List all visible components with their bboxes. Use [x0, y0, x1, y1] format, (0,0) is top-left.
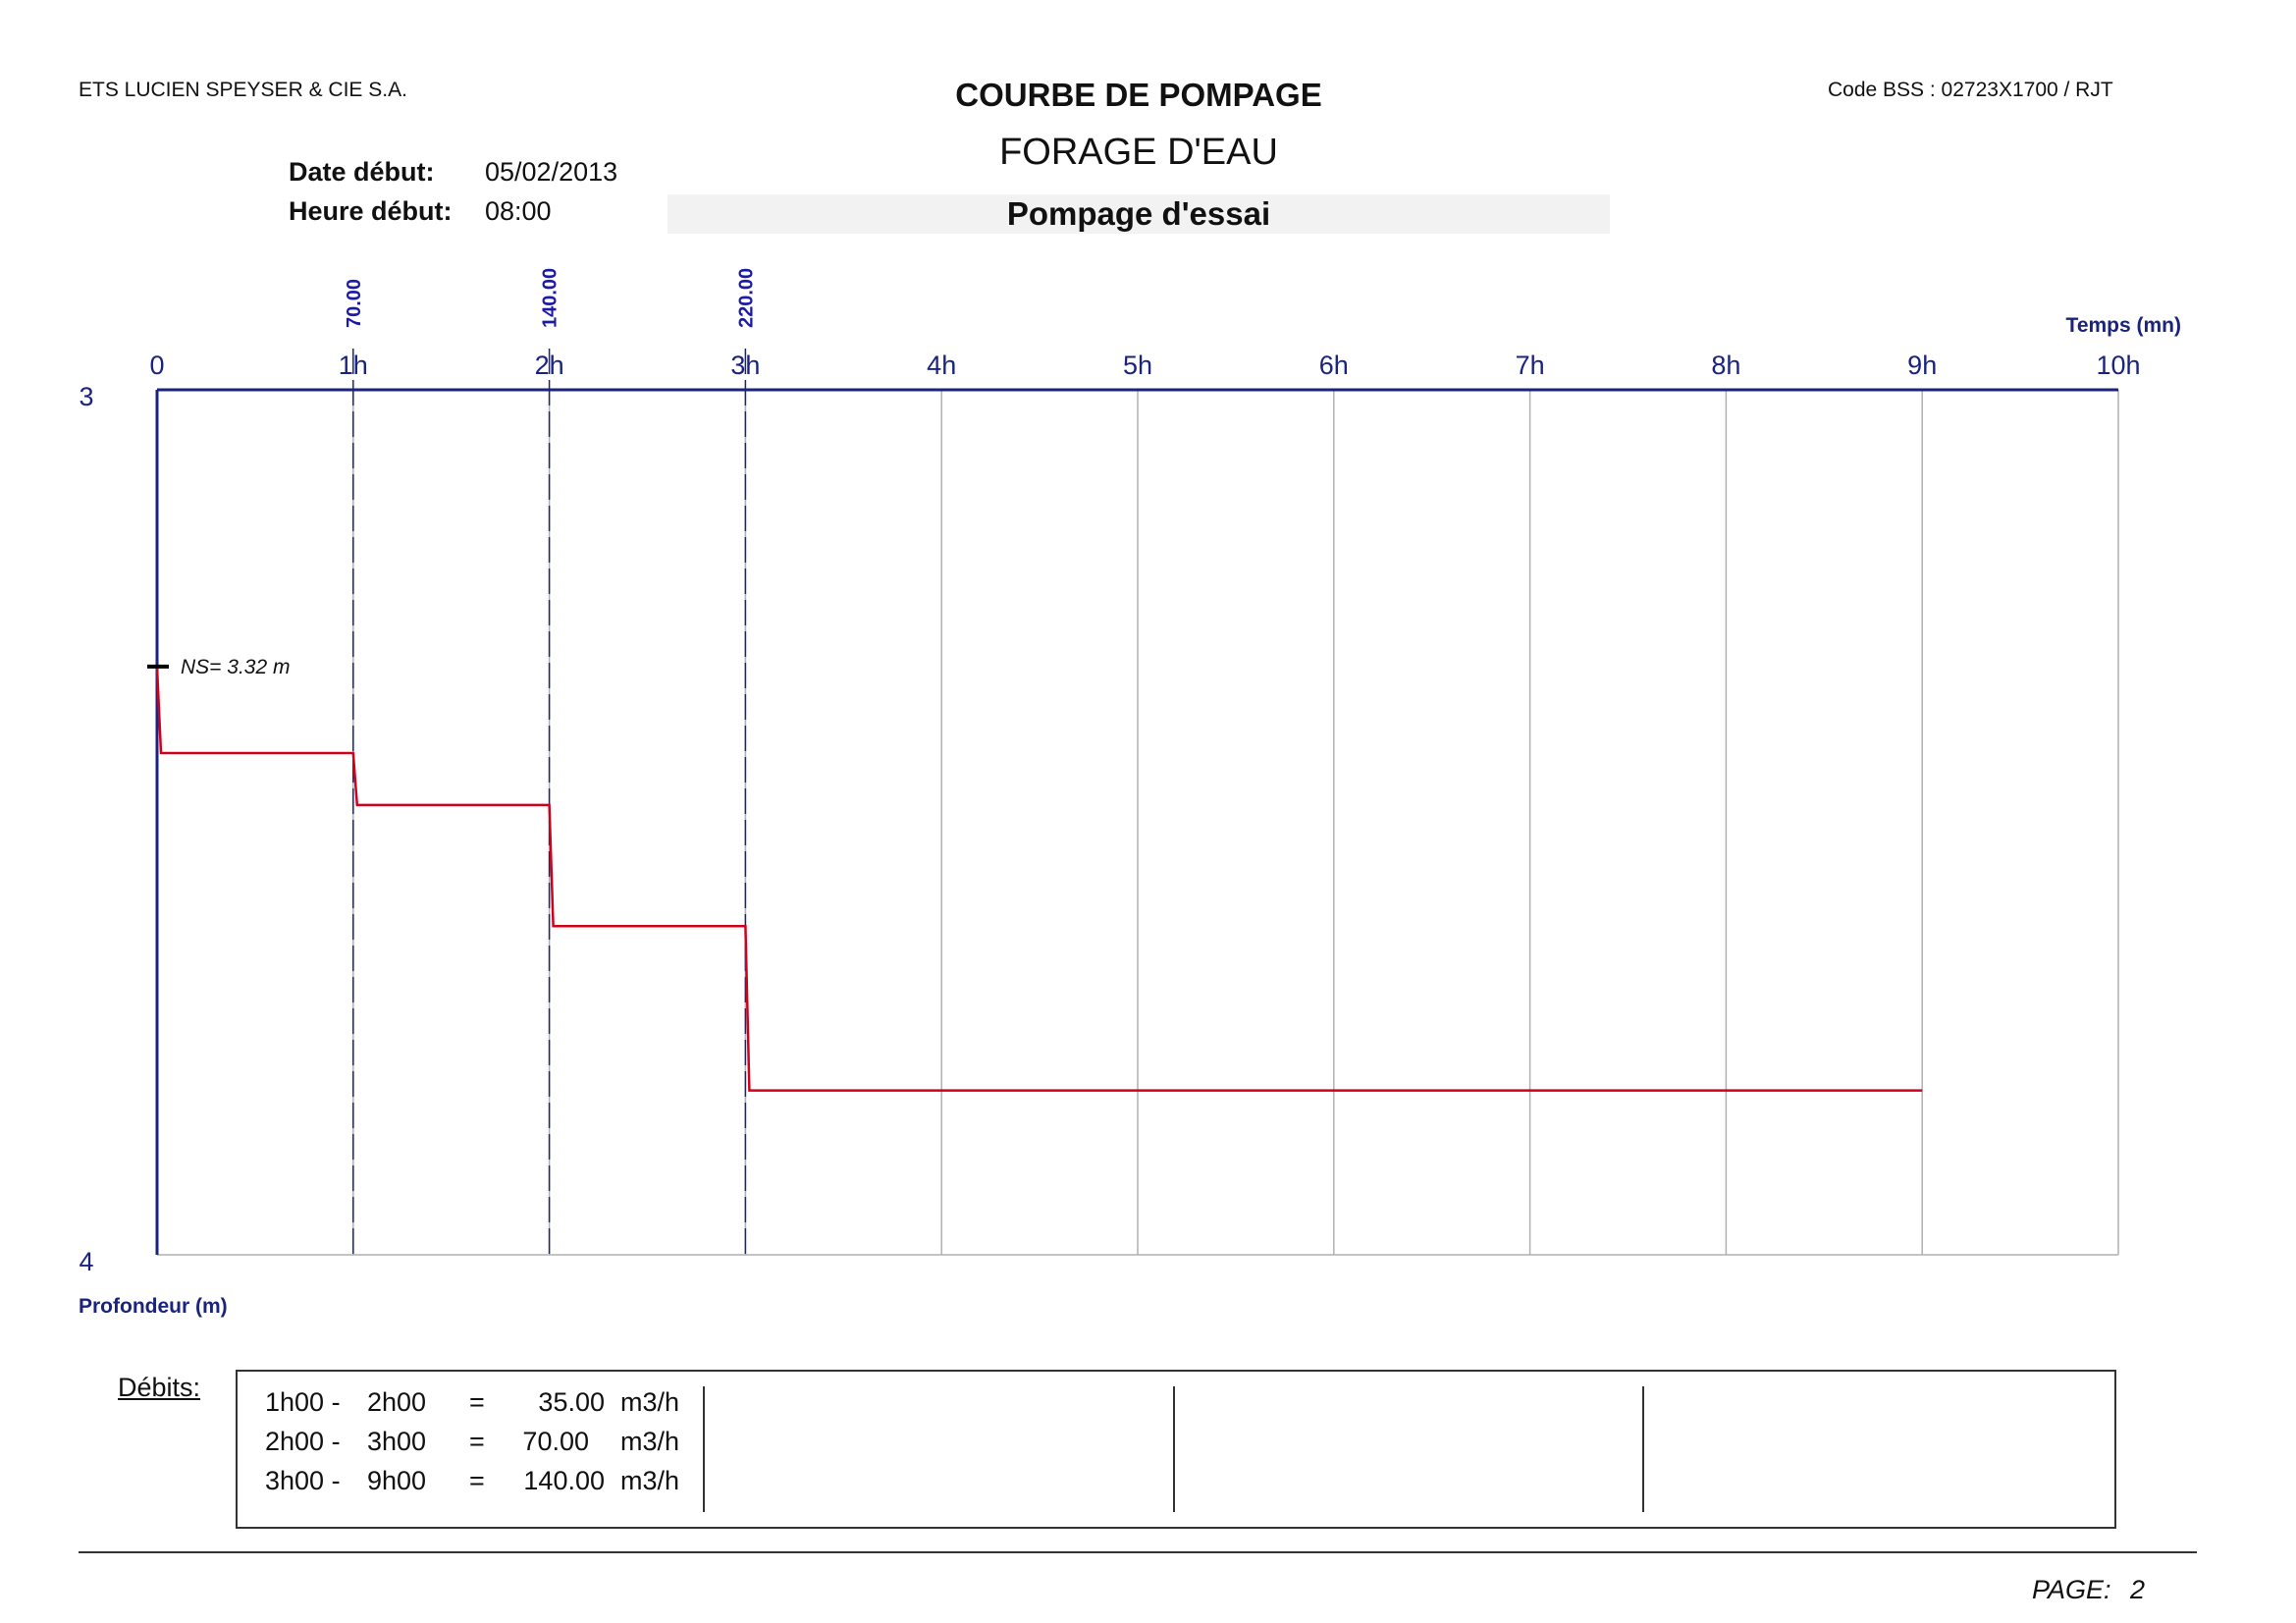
step-marker-label: 220.00	[735, 268, 757, 328]
page-subtitle: FORAGE D'EAU	[999, 132, 1278, 173]
debit-row-eq: =	[469, 1466, 485, 1495]
debit-row-value: 140.00	[523, 1466, 605, 1495]
x-tick-label: 5h	[1123, 351, 1152, 380]
debit-row-from: 1h00 -	[265, 1387, 341, 1417]
y-tick-label: 3	[79, 382, 93, 411]
debit-row-unit: m3/h	[620, 1466, 680, 1495]
debit-row-to: 3h00	[367, 1427, 427, 1456]
pumping-chart: 70.00 140.00 220.00 0 1h 2h 3h 4h 5h 6h 7h 8h 9h 10h…	[79, 268, 2181, 1318]
x-tick-label: 1h	[339, 351, 368, 380]
debits-separator	[703, 1386, 705, 1512]
debit-row-to: 2h00	[367, 1387, 427, 1417]
x-tick-label: 8h	[1711, 351, 1740, 380]
x-tick-label: 7h	[1516, 351, 1545, 380]
debits-separator	[1642, 1386, 1644, 1512]
debit-row-unit: m3/h	[620, 1427, 680, 1456]
debit-row-from: 3h00 -	[265, 1466, 341, 1495]
debit-row-eq: =	[469, 1427, 485, 1456]
grid-lines	[157, 390, 2119, 1256]
footer-rule	[79, 1551, 2197, 1553]
step-marker-label: 70.00	[344, 279, 365, 328]
debit-row-unit: m3/h	[620, 1387, 680, 1417]
x-tick-label: 9h	[1907, 351, 1937, 380]
date-value: 05/02/2013	[485, 157, 618, 187]
date-label: Date début:	[289, 157, 435, 187]
x-tick-label: 10h	[2096, 351, 2140, 380]
x-tick-label: 3h	[730, 351, 760, 380]
x-tick-label: 0	[149, 351, 164, 380]
time-value: 08:00	[485, 196, 552, 226]
chart-labels: 0 1h 2h 3h 4h 5h 6h 7h 8h 9h 10h 3 4 Temps (mn) Profon…	[79, 314, 2181, 1318]
ns-label: NS= 3.32 m	[181, 656, 290, 678]
debit-row-value: 35.00	[538, 1387, 605, 1417]
step-markers: 70.00 140.00 220.00	[344, 268, 757, 1255]
x-tick-label: 4h	[927, 351, 956, 380]
debit-row-value: 70.00	[522, 1427, 589, 1456]
axes	[155, 388, 2118, 1255]
x-tick-label: 2h	[535, 351, 564, 380]
debit-row-to: 9h00	[367, 1466, 427, 1495]
page-label: PAGE:	[2032, 1575, 2111, 1604]
y-tick-label: 4	[79, 1247, 93, 1276]
time-label: Heure début:	[289, 196, 453, 226]
step-marker-label: 140.00	[540, 268, 561, 328]
curve-layer	[155, 666, 1923, 1092]
test-title: Pompage d'essai	[1006, 195, 1271, 232]
debits-label: Débits:	[118, 1373, 201, 1402]
debit-row-from: 2h00 -	[265, 1427, 341, 1456]
y-axis-label: Profondeur (m)	[79, 1295, 228, 1318]
bss-code: Code BSS : 02723X1700 / RJT	[1828, 79, 2113, 101]
page-number: 2	[2130, 1575, 2146, 1604]
page-title: COURBE DE POMPAGE	[955, 77, 1322, 113]
debits-separator	[1173, 1386, 1175, 1512]
x-axis-label: Temps (mn)	[2066, 314, 2181, 337]
debits-box	[236, 1370, 2116, 1529]
test-title-band	[667, 194, 1610, 234]
company-name: ETS LUCIEN SPEYSER & CIE S.A.	[79, 79, 407, 101]
drawdown-curve	[155, 666, 1923, 1092]
debit-row-eq: =	[469, 1387, 485, 1417]
x-tick-label: 6h	[1319, 351, 1349, 380]
